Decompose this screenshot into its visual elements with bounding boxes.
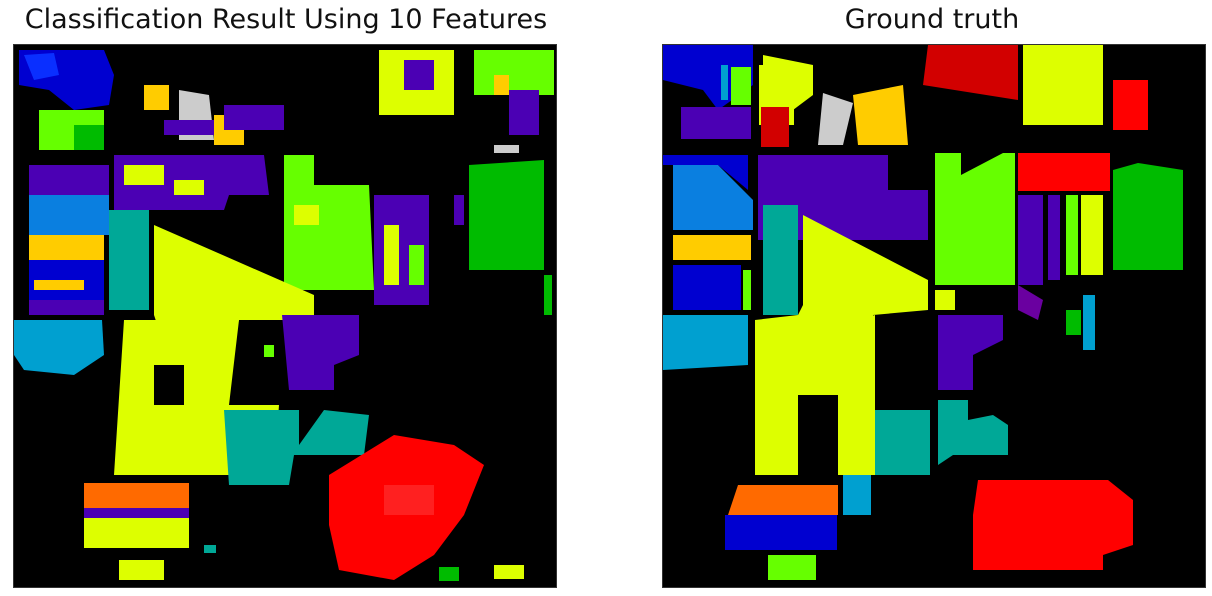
ground-truth-map xyxy=(663,45,1205,587)
ground-truth-panel: Ground truth xyxy=(640,0,1212,596)
classification-map xyxy=(14,45,556,587)
ground-truth-map-frame xyxy=(662,44,1206,588)
classification-title: Classification Result Using 10 Features xyxy=(24,4,548,35)
classification-map-frame xyxy=(13,44,557,588)
classification-panel: Classification Result Using 10 Features xyxy=(0,0,572,596)
ground-truth-title: Ground truth xyxy=(844,4,1020,35)
